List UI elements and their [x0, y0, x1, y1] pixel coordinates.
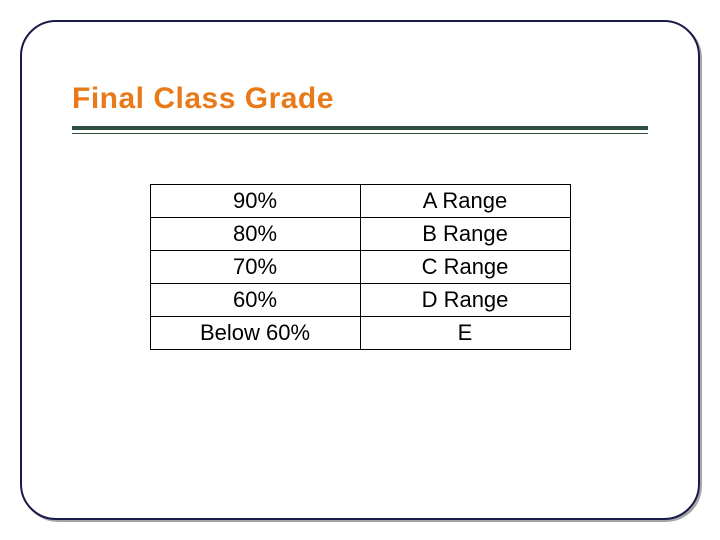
cell-grade: C Range: [360, 251, 570, 284]
rule-thick: [72, 126, 648, 130]
rule-thin: [72, 133, 648, 134]
cell-grade: D Range: [360, 284, 570, 317]
cell-pct: 80%: [150, 218, 360, 251]
table-row: 80% B Range: [150, 218, 570, 251]
grade-table-wrap: 90% A Range 80% B Range 70% C Range 60% …: [72, 184, 648, 350]
cell-grade: B Range: [360, 218, 570, 251]
slide-title: Final Class Grade: [72, 82, 648, 116]
table-row: 90% A Range: [150, 185, 570, 218]
title-underline: [72, 126, 648, 134]
cell-grade: E: [360, 317, 570, 350]
table-row: Below 60% E: [150, 317, 570, 350]
slide-frame: Final Class Grade 90% A Range 80% B Rang…: [20, 20, 700, 520]
grade-table: 90% A Range 80% B Range 70% C Range 60% …: [150, 184, 571, 350]
cell-pct: Below 60%: [150, 317, 360, 350]
table-row: 70% C Range: [150, 251, 570, 284]
cell-pct: 90%: [150, 185, 360, 218]
cell-grade: A Range: [360, 185, 570, 218]
table-row: 60% D Range: [150, 284, 570, 317]
cell-pct: 60%: [150, 284, 360, 317]
cell-pct: 70%: [150, 251, 360, 284]
